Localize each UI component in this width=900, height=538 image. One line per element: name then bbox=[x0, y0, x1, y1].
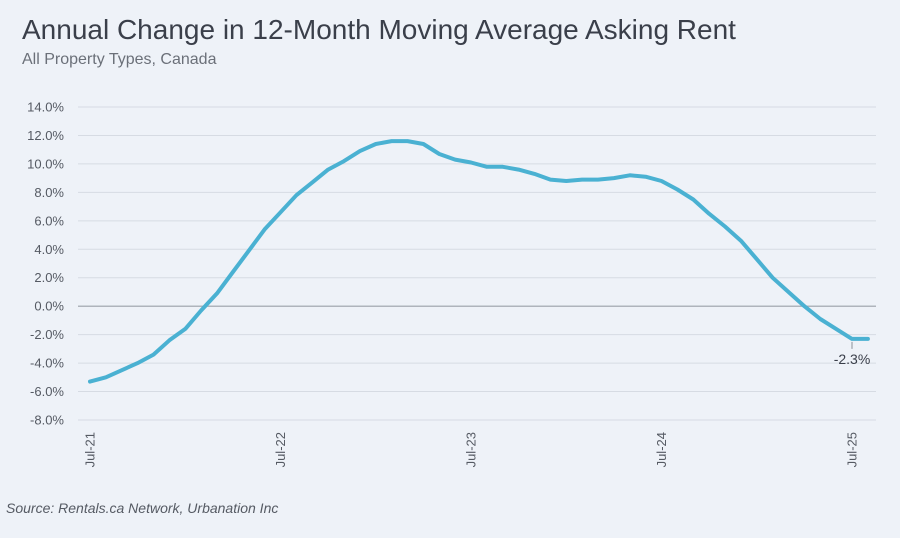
y-tick-label: 12.0% bbox=[27, 128, 64, 143]
y-tick-label: 14.0% bbox=[27, 100, 64, 115]
y-tick-label: -2.0% bbox=[30, 327, 64, 342]
x-tick-label: Jul-22 bbox=[273, 432, 288, 467]
chart-subtitle: All Property Types, Canada bbox=[22, 51, 217, 68]
y-tick-label: -8.0% bbox=[30, 413, 64, 428]
y-tick-label: -4.0% bbox=[30, 356, 64, 371]
y-tick-label: 2.0% bbox=[34, 270, 64, 285]
y-tick-label: 4.0% bbox=[34, 242, 64, 257]
y-tick-label: -6.0% bbox=[30, 384, 64, 399]
y-tick-label: 0.0% bbox=[34, 299, 64, 314]
x-tick-label: Jul-21 bbox=[83, 432, 98, 467]
annotation-label: -2.3% bbox=[834, 351, 871, 367]
series-line bbox=[88, 139, 870, 384]
y-tick-label: 6.0% bbox=[34, 213, 64, 228]
y-tick-label: 10.0% bbox=[27, 156, 64, 171]
x-tick-label: Jul-24 bbox=[654, 432, 669, 467]
x-tick-label: Jul-25 bbox=[845, 432, 860, 467]
x-tick-label: Jul-23 bbox=[464, 432, 479, 467]
y-tick-label: 8.0% bbox=[34, 185, 64, 200]
source-note: Source: Rentals.ca Network, Urbanation I… bbox=[6, 500, 279, 516]
chart-title: Annual Change in 12-Month Moving Average… bbox=[22, 14, 736, 45]
